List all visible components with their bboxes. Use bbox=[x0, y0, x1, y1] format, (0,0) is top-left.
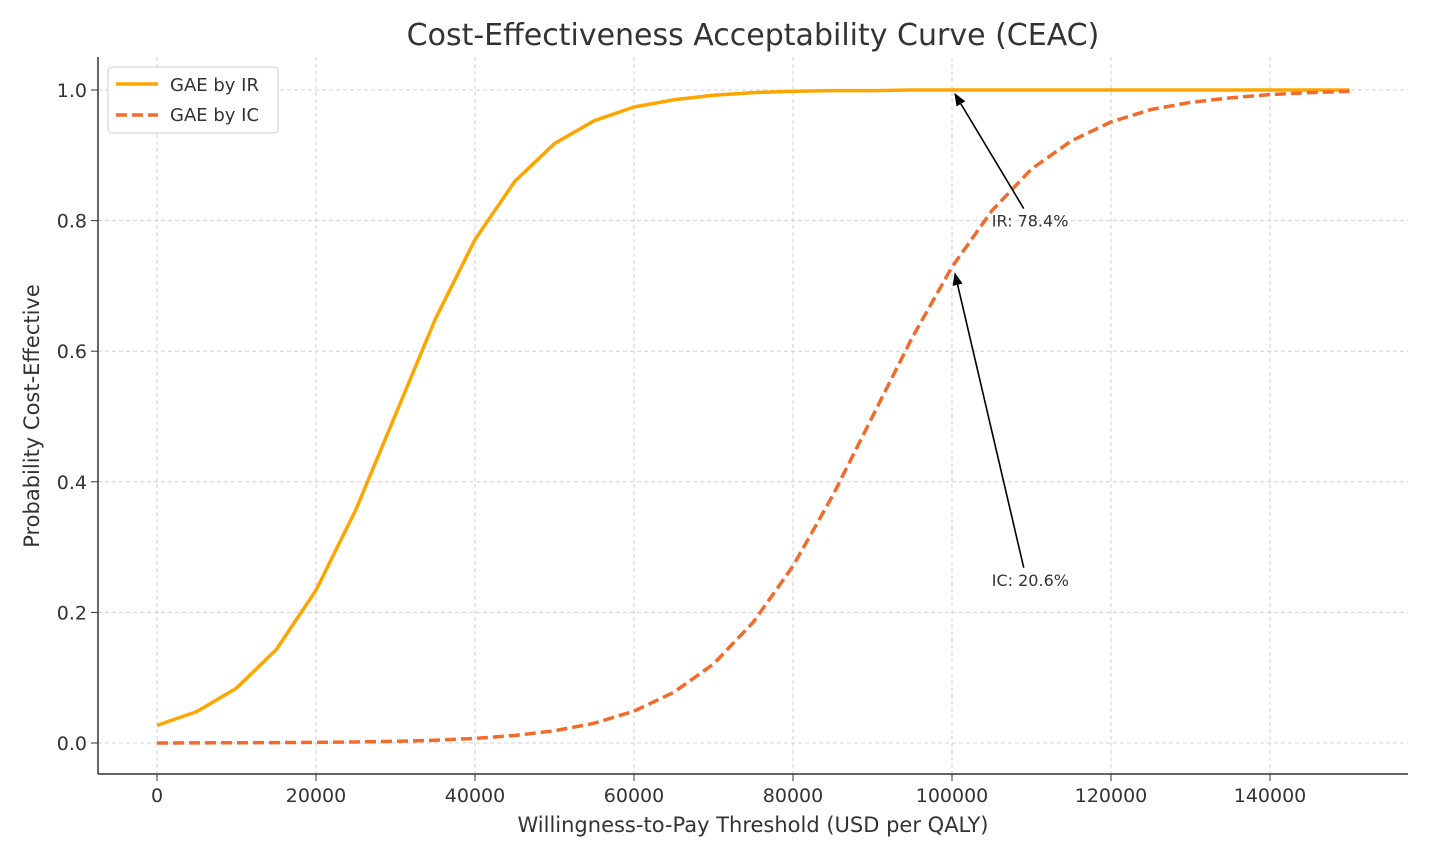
series-line-ic bbox=[156, 89, 1350, 745]
legend: GAE by IR GAE by IC bbox=[107, 66, 279, 134]
y-tick-label: 0.4 bbox=[57, 472, 87, 494]
x-tick-label: 60000 bbox=[604, 785, 664, 807]
chart-title: Cost-Effectiveness Acceptability Curve (… bbox=[407, 18, 1100, 53]
annotation-label: IC: 20.6% bbox=[992, 571, 1069, 590]
y-tick-label: 1.0 bbox=[57, 80, 87, 102]
x-axis-label: Willingness-to-Pay Threshold (USD per QA… bbox=[517, 813, 988, 837]
annotation-arrow bbox=[952, 272, 1025, 568]
legend-label-ir: GAE by IR bbox=[170, 75, 259, 96]
y-tick-label: 0.0 bbox=[57, 733, 87, 755]
y-tick-label: 0.2 bbox=[57, 602, 87, 624]
y-tick-label: 0.6 bbox=[57, 341, 87, 363]
x-tick-label: 20000 bbox=[286, 785, 346, 807]
axes-frame bbox=[98, 57, 1408, 774]
series-line-ir bbox=[156, 88, 1350, 728]
x-tick-label: 80000 bbox=[763, 785, 823, 807]
annotation-arrow bbox=[954, 92, 1025, 210]
x-tick-label: 140000 bbox=[1234, 785, 1307, 807]
y-axis-label: Probability Cost-Effective bbox=[20, 284, 44, 548]
annotation-label: IR: 78.4% bbox=[992, 212, 1069, 231]
y-tick-label: 0.8 bbox=[57, 211, 87, 233]
legend-label-ic: GAE by IC bbox=[170, 105, 259, 126]
x-tick-label: 120000 bbox=[1075, 785, 1148, 807]
x-tick-label: 0 bbox=[151, 785, 163, 807]
x-tick-label: 100000 bbox=[916, 785, 989, 807]
x-tick-label: 40000 bbox=[445, 785, 505, 807]
